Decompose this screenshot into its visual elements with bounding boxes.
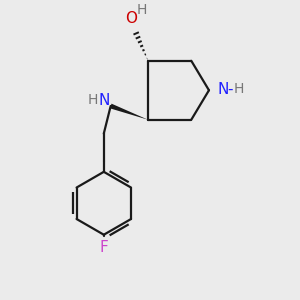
Text: N: N: [218, 82, 229, 97]
Text: H: H: [233, 82, 244, 96]
Text: O: O: [125, 11, 137, 26]
Polygon shape: [110, 104, 148, 120]
Text: N: N: [98, 93, 110, 108]
Text: -: -: [228, 82, 233, 97]
Text: F: F: [99, 240, 108, 255]
Text: H: H: [88, 93, 98, 107]
Text: H: H: [137, 3, 147, 17]
